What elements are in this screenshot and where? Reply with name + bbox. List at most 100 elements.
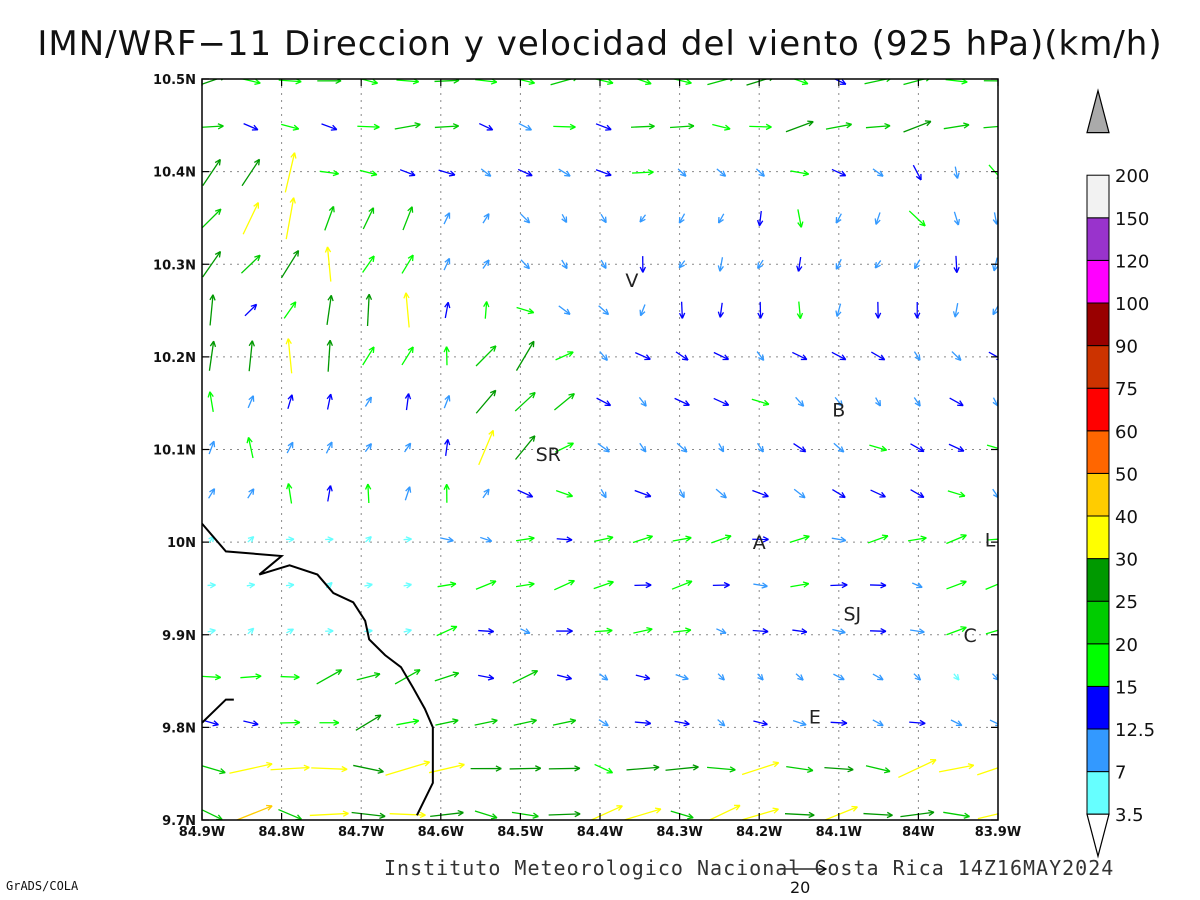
wind-vector: [324, 246, 332, 282]
wind-vector: [712, 123, 731, 131]
wind-vector: [752, 536, 769, 543]
wind-vector: [247, 488, 255, 499]
wind-vector: [548, 810, 581, 818]
wind-vector: [757, 301, 764, 319]
wind-vector: [874, 260, 882, 269]
wind-vector: [240, 673, 262, 680]
wind-vector: [478, 122, 494, 131]
colorbar-swatch: [1086, 174, 1110, 219]
wind-vector: [830, 581, 848, 589]
wind-vector: [365, 293, 373, 327]
wind-vector: [756, 442, 764, 453]
wind-vector: [285, 338, 293, 374]
wind-vector: [556, 674, 573, 681]
wind-vector: [913, 259, 921, 270]
wind-vector: [865, 122, 891, 130]
wind-vector: [907, 535, 927, 542]
wind-vector: [639, 442, 647, 453]
wind-vector: [241, 158, 261, 187]
colorbar-swatch: [1086, 515, 1110, 560]
wind-vector: [985, 629, 998, 635]
wind-vector: [319, 719, 340, 726]
wind-vector: [632, 169, 654, 176]
colorbar-label: 30: [1115, 550, 1138, 571]
wind-vector: [913, 351, 921, 361]
wind-vector: [287, 394, 294, 410]
wind-vector: [716, 168, 727, 177]
station-label: B: [832, 400, 845, 422]
wind-vector: [715, 488, 727, 499]
wind-vector: [554, 579, 575, 591]
wind-vector: [832, 489, 846, 499]
y-tick-label: 10.5N: [153, 73, 196, 88]
x-tick-label: 84.2W: [736, 825, 782, 840]
y-tick-label: 10.3N: [153, 258, 196, 273]
wind-vector: [835, 258, 842, 270]
wind-vector: [988, 351, 998, 361]
wind-vector: [319, 169, 339, 177]
wind-vector: [364, 483, 372, 504]
station-label: A: [753, 532, 766, 554]
wind-vector: [364, 582, 373, 589]
wind-vector: [270, 764, 310, 771]
wind-vector: [548, 765, 581, 772]
wind-vector: [867, 534, 889, 544]
wind-vector: [202, 158, 221, 186]
wind-vector: [792, 628, 808, 635]
wind-vector: [675, 351, 689, 361]
x-tick-label: 84.4W: [577, 825, 623, 840]
wind-vector: [202, 123, 224, 130]
wind-vector: [475, 580, 497, 590]
wind-vector: [793, 488, 806, 499]
wind-vector: [365, 535, 372, 543]
wind-vector: [756, 351, 765, 361]
wind-vector: [824, 766, 854, 773]
wind-vector: [977, 813, 998, 820]
wind-vector: [240, 254, 261, 274]
wind-vector: [399, 169, 416, 177]
wind-vector: [874, 212, 881, 225]
wind-vector: [280, 250, 300, 279]
wind-vector: [870, 489, 886, 498]
wind-vector: [561, 259, 568, 270]
wind-vector: [202, 673, 222, 681]
wind-vector: [864, 79, 892, 85]
wind-vector: [555, 490, 574, 498]
x-tick-label: 84.8W: [258, 825, 304, 840]
wind-vector: [634, 489, 652, 498]
wind-vector: [351, 811, 386, 819]
wind-vector: [831, 351, 847, 361]
wind-vector: [835, 213, 842, 224]
station-label: L: [985, 529, 996, 551]
reference-vector: [780, 864, 828, 874]
wind-vector: [434, 123, 459, 130]
wind-vector: [947, 490, 966, 498]
wind-vector: [517, 168, 533, 177]
wind-vector: [208, 440, 216, 455]
wind-vector: [900, 809, 935, 818]
wind-vector: [796, 256, 803, 272]
wind-vector: [202, 250, 222, 278]
wind-vector: [443, 212, 451, 225]
wind-vector: [512, 670, 539, 684]
wind-vector: [247, 395, 255, 409]
colorbar-swatch: [1086, 643, 1110, 687]
wind-vector: [362, 255, 375, 273]
wind-vector: [910, 628, 925, 635]
x-tick-label: 83.9W: [975, 825, 1021, 840]
wind-vector: [753, 582, 768, 589]
colorbar-label: 25: [1115, 592, 1138, 613]
wind-vector: [835, 303, 842, 317]
wind-vector: [596, 397, 612, 407]
station-label: C: [963, 625, 976, 647]
wind-vector: [749, 123, 772, 131]
wind-vector: [403, 292, 410, 328]
wind-vector: [326, 294, 334, 325]
wind-vector: [992, 397, 998, 407]
colorbar-swatch: [1086, 558, 1110, 602]
colorbar-swatch: [1086, 430, 1110, 474]
wind-vector: [402, 206, 414, 231]
wind-vector: [286, 628, 294, 635]
wind-vector: [598, 305, 610, 316]
wind-vector: [517, 489, 534, 498]
